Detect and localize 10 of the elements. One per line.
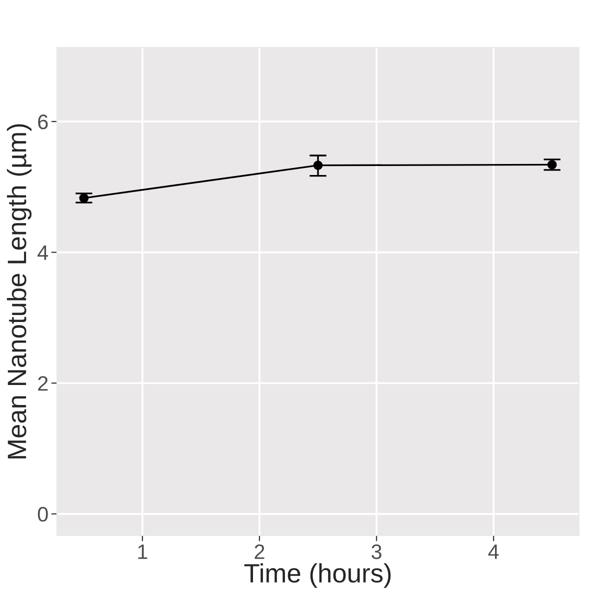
y-tick-label: 6: [38, 114, 48, 130]
x-tick-label: 2: [254, 544, 264, 559]
y-tick-label: 0: [38, 506, 48, 522]
y-tick-label: 4: [38, 246, 48, 260]
x-tick-label: 1: [138, 544, 148, 559]
y-axis-title: Mean Nanotube Length (µm): [6, 124, 32, 458]
x-tick-label: 4: [488, 544, 499, 559]
x-axis-title: Time (hours): [244, 563, 391, 588]
y-tick-label: 2: [38, 376, 48, 391]
x-tick-label: 3: [372, 544, 382, 560]
